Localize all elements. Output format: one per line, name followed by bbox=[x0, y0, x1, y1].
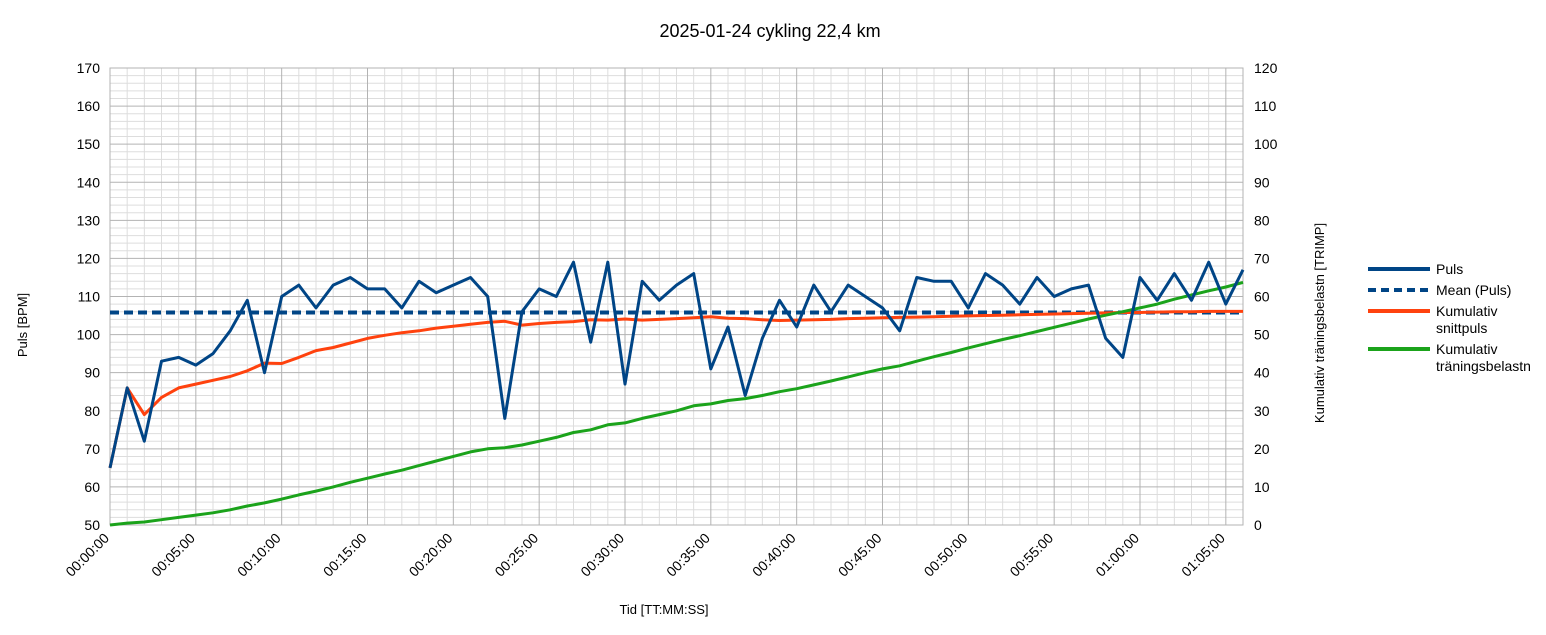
legend-label-cumavg-line1: Kumulativ bbox=[1436, 303, 1497, 319]
grid bbox=[109, 67, 1244, 526]
x-tick-label: 00:15:00 bbox=[320, 530, 370, 580]
series-line-kumulativ-traningsbelastn bbox=[109, 280, 1244, 527]
x-tick-label: 00:10:00 bbox=[234, 530, 284, 580]
legend-label-trimp-line1: Kumulativ bbox=[1436, 341, 1497, 357]
y-tick-label: 120 bbox=[77, 250, 101, 266]
x-tick-label: 00:55:00 bbox=[1006, 530, 1056, 580]
y-tick-label: 160 bbox=[77, 98, 101, 114]
x-tick-label: 00:50:00 bbox=[921, 530, 971, 580]
y2-tick-label: 50 bbox=[1254, 327, 1270, 343]
series-line-kumulativ-snittpuls bbox=[108, 309, 1243, 469]
y2-tick-label: 80 bbox=[1254, 212, 1270, 228]
y2-axis-label: Kumulativ träningsbelastn [TRIMP] bbox=[1312, 223, 1327, 423]
chart-title: 2025-01-24 cykling 22,4 km bbox=[659, 21, 880, 41]
y2-tick-label: 30 bbox=[1254, 403, 1270, 419]
y-tick-label: 140 bbox=[77, 174, 101, 190]
y-tick-label: 50 bbox=[84, 517, 100, 533]
legend: Puls Mean (Puls) Kumulativ snittpuls Kum… bbox=[1368, 261, 1531, 374]
series-line-puls bbox=[108, 260, 1245, 469]
x-axis-label: Tid [TT:MM:SS] bbox=[619, 602, 708, 617]
y-axis-label: Puls [BPM] bbox=[15, 293, 30, 357]
legend-label-puls: Puls bbox=[1436, 261, 1463, 277]
y-tick-label: 110 bbox=[78, 289, 101, 305]
y-tick-label: 100 bbox=[77, 327, 101, 343]
y-tick-label: 70 bbox=[84, 441, 100, 457]
y-tick-label: 150 bbox=[77, 136, 101, 152]
y-tick-label: 90 bbox=[84, 365, 100, 381]
x-tick-label: 00:40:00 bbox=[749, 530, 799, 580]
x-tick-label: 01:05:00 bbox=[1178, 530, 1228, 580]
plot-frame bbox=[109, 67, 1244, 526]
y2-tick-label: 100 bbox=[1254, 136, 1278, 152]
x-tick-label: 00:30:00 bbox=[577, 530, 627, 580]
y-tick-label: 130 bbox=[77, 212, 101, 228]
y2-tick-label: 40 bbox=[1254, 365, 1270, 381]
legend-label-mean: Mean (Puls) bbox=[1436, 282, 1511, 298]
x-tick-label: 00:35:00 bbox=[663, 530, 713, 580]
x-tick-label: 00:20:00 bbox=[406, 530, 456, 580]
legend-label-trimp-line2: träningsbelastn bbox=[1436, 358, 1531, 374]
y2-tick-label: 120 bbox=[1254, 60, 1278, 76]
x-tick-label: 00:25:00 bbox=[491, 530, 541, 580]
y2-tick-label: 70 bbox=[1254, 250, 1270, 266]
y2-tick-label: 20 bbox=[1254, 441, 1270, 457]
y2-tick-label: 110 bbox=[1254, 98, 1277, 114]
y2-tick-label: 0 bbox=[1254, 517, 1262, 533]
legend-label-cumavg-line2: snittpuls bbox=[1436, 320, 1487, 336]
y-tick-label: 80 bbox=[84, 403, 100, 419]
x-tick-label: 01:00:00 bbox=[1092, 530, 1142, 580]
y-tick-label: 60 bbox=[84, 479, 100, 495]
y2-tick-label: 10 bbox=[1254, 479, 1270, 495]
x-tick-label: 00:45:00 bbox=[835, 530, 885, 580]
x-tick-label: 00:00:00 bbox=[62, 530, 112, 580]
series-lines bbox=[108, 260, 1245, 527]
x-tick-label: 00:05:00 bbox=[148, 530, 198, 580]
y2-tick-label: 90 bbox=[1254, 174, 1270, 190]
y-tick-label: 170 bbox=[77, 60, 101, 76]
y2-tick-label: 60 bbox=[1254, 289, 1270, 305]
